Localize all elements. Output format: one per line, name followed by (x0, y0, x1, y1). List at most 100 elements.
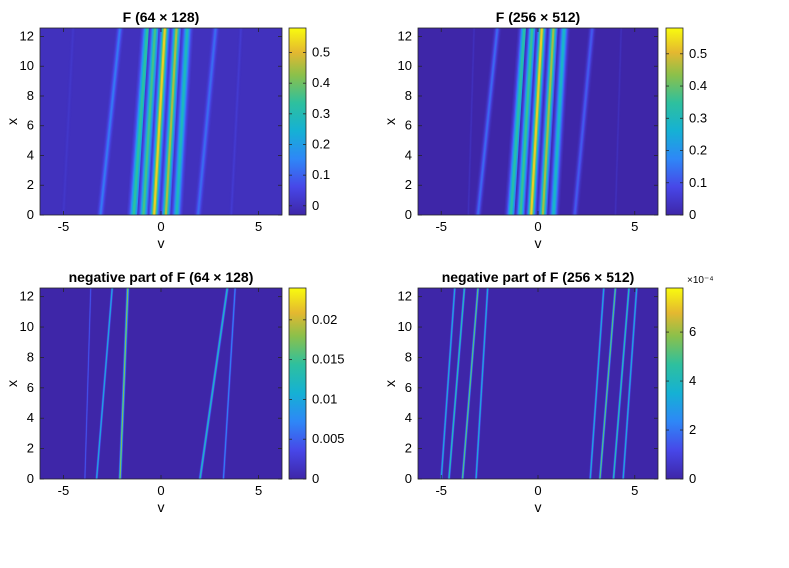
y-tick-label: 12 (20, 289, 34, 304)
streak-4-level-6 (164, 28, 178, 215)
streak-2-level-6 (519, 28, 534, 215)
streak-9-level-6 (230, 28, 242, 215)
y-tick-label: 0 (405, 471, 412, 486)
y-tick-label: 6 (405, 380, 412, 395)
streak-6-level-6 (99, 28, 121, 215)
colorbar (288, 27, 307, 216)
colorbar (665, 287, 684, 480)
chart-title: negative part of F (64 × 128) (69, 269, 254, 285)
y-tick-label: 4 (27, 410, 34, 425)
streak-4-level-6 (475, 288, 488, 479)
colorbar-tick-label: 0.3 (689, 110, 707, 125)
y-tick-label: 8 (405, 88, 412, 103)
y-tick-label: 12 (398, 289, 412, 304)
streak-9-level-6 (615, 28, 622, 215)
y-axis-label: x (4, 118, 20, 125)
y-tick-label: 12 (398, 28, 412, 43)
streak-5-level-6 (84, 288, 91, 479)
x-tick-label: 0 (534, 483, 541, 498)
streak-6-level-6 (477, 28, 499, 215)
y-tick-label: 4 (27, 147, 34, 162)
streak-2-level-6 (448, 288, 465, 479)
colorbar-tick-label: 4 (689, 373, 696, 388)
heatmap-streaks (466, 28, 624, 215)
x-tick-label: 5 (631, 483, 638, 498)
y-tick-label: 8 (405, 349, 412, 364)
colorbar-tick-label: 0.01 (312, 391, 337, 406)
streak-5-level-6 (590, 288, 605, 479)
colorbar-tick-label: 0.1 (312, 167, 330, 182)
heatmap-panel-4: -5 0 5 0 2 4 6 8 10 12 negative part of F (256 × 5… (382, 269, 714, 515)
streak-8-level-6 (468, 28, 475, 215)
heatmap-panel-1: -5 0 5 0 2 4 6 8 10 12 F (64 × 128) v x 0 0.1 0.2 0.3 0.4… (4, 9, 330, 251)
y-tick-label: 4 (405, 147, 412, 162)
x-tick-label: 0 (157, 483, 164, 498)
heatmap-panel-3: -5 0 5 0 2 4 6 8 10 12 negative part of F (64 × 12… (4, 269, 345, 515)
y-tick-label: 0 (27, 471, 34, 486)
colorbar (288, 287, 307, 480)
y-tick-label: 10 (20, 319, 34, 334)
streak-7-level-6 (574, 28, 593, 215)
x-axis-label: v (535, 499, 542, 515)
heatmap-streaks (60, 28, 244, 215)
y-tick-label: 8 (27, 349, 34, 364)
y-tick-label: 10 (20, 58, 34, 73)
y-tick-label: 4 (405, 410, 412, 425)
y-tick-label: 2 (27, 441, 34, 456)
colorbar-tick-label: 0 (689, 471, 696, 486)
y-tick-label: 12 (20, 28, 34, 43)
y-axis-label: x (382, 380, 398, 387)
y-tick-label: 0 (405, 207, 412, 222)
y-tick-label: 6 (27, 118, 34, 133)
colorbar-tick-label: 0.2 (689, 143, 707, 158)
colorbar-tick-label: 0.015 (312, 352, 345, 367)
x-tick-label: -5 (435, 483, 447, 498)
x-tick-label: 0 (534, 219, 541, 234)
y-axis-label: x (382, 118, 398, 125)
y-tick-label: 2 (405, 177, 412, 192)
y-tick-label: 10 (398, 58, 412, 73)
streak-7-level-6 (613, 288, 630, 479)
colorbar-tick-label: 0.005 (312, 431, 345, 446)
y-tick-label: 10 (398, 319, 412, 334)
streak-1-level-6 (440, 288, 456, 479)
colorbar (665, 27, 684, 216)
colorbar-tick-label: 0 (312, 471, 319, 486)
x-axis-label: v (158, 499, 165, 515)
streak-2-level-6 (119, 288, 129, 479)
y-tick-label: 6 (27, 380, 34, 395)
colorbar-tick-label: 0.1 (689, 175, 707, 190)
y-tick-label: 2 (27, 177, 34, 192)
y-tick-label: 8 (27, 88, 34, 103)
streak-2-level-6 (142, 28, 157, 215)
streak-1-level-6 (132, 28, 149, 215)
heatmap-streaks (83, 288, 237, 479)
streak-3-level-6 (153, 28, 166, 215)
streak-7-level-6 (197, 28, 217, 215)
streak-8-level-6 (63, 28, 74, 215)
colorbar-tick-label: 0.02 (312, 312, 337, 327)
colorbar-tick-label: 0.3 (312, 106, 330, 121)
chart-title: negative part of F (256 × 512) (442, 269, 635, 285)
streak-3-level-6 (462, 288, 479, 479)
y-tick-label: 0 (27, 207, 34, 222)
colorbar-tick-label: 6 (689, 324, 696, 339)
streak-8-level-6 (622, 288, 637, 479)
x-tick-label: -5 (435, 219, 447, 234)
chart-title: F (256 × 512) (496, 9, 580, 25)
y-axis-label: x (4, 380, 20, 387)
streak-5-level-6 (552, 28, 566, 215)
colorbar-tick-label: 0.5 (689, 46, 707, 61)
x-tick-label: 0 (157, 219, 164, 234)
colorbar-tick-label: 0.5 (312, 45, 330, 60)
x-tick-label: -5 (58, 483, 70, 498)
y-tick-label: 2 (405, 441, 412, 456)
colorbar-tick-label: 0 (689, 207, 696, 222)
colorbar-tick-label: 0.4 (689, 78, 707, 93)
heatmap-panel-2: -5 0 5 0 2 4 6 8 10 12 F (256 × 512) v x 0 0.1 0.2 0.3 0.… (382, 9, 707, 251)
streak-4-level-6 (541, 28, 555, 215)
x-axis-label: v (535, 235, 542, 251)
colorbar-tick-label: 2 (689, 422, 696, 437)
streak-5-level-6 (175, 28, 189, 215)
